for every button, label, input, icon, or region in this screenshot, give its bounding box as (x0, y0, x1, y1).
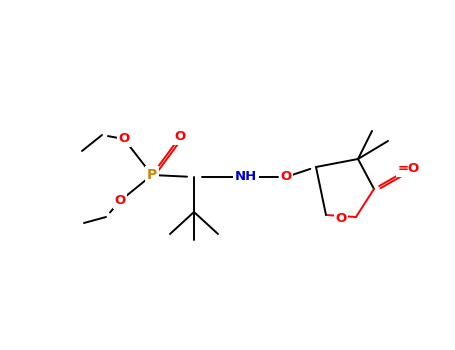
Text: O: O (114, 195, 126, 208)
Text: P: P (147, 168, 157, 182)
Text: O: O (335, 212, 347, 225)
Text: =O: =O (398, 162, 420, 175)
Text: NH: NH (235, 170, 257, 183)
Text: O: O (174, 131, 186, 144)
Text: O: O (118, 133, 130, 146)
Text: O: O (280, 170, 292, 183)
